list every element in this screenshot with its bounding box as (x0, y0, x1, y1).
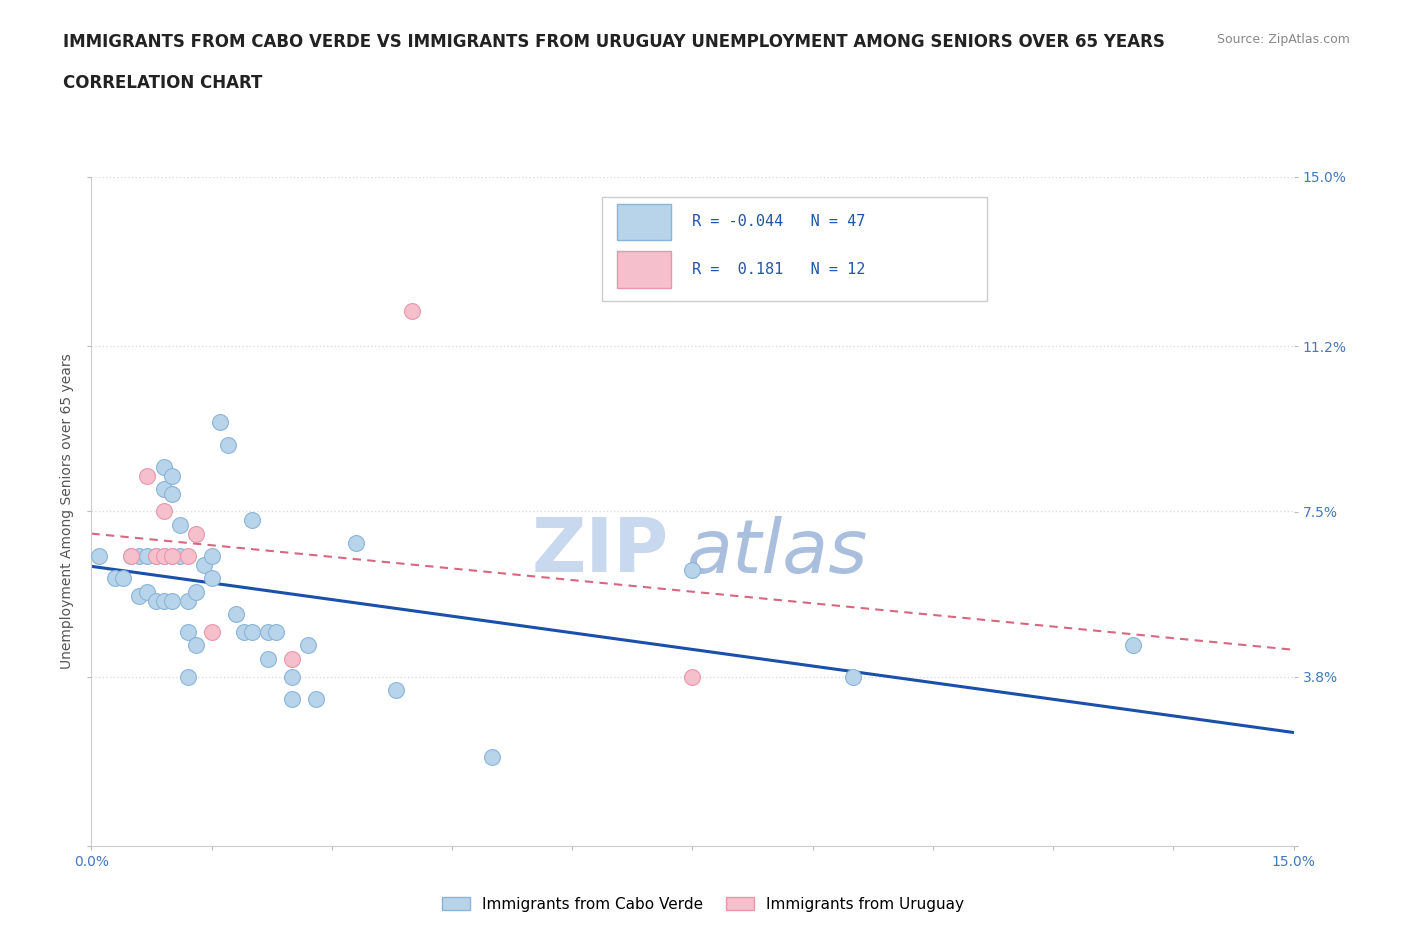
Point (152, 459, 174, 474)
Y-axis label: Unemployment Among Seniors over 65 years: Unemployment Among Seniors over 65 years (60, 353, 75, 670)
Point (136, 549, 159, 564)
Point (136, 469, 159, 484)
Text: Source: ZipAtlas.com: Source: ZipAtlas.com (1216, 33, 1350, 46)
Text: R =  0.181   N = 12: R = 0.181 N = 12 (692, 262, 866, 277)
Point (128, 549, 150, 564)
Legend: Immigrants from Cabo Verde, Immigrants from Uruguay: Immigrants from Cabo Verde, Immigrants f… (436, 890, 970, 918)
Point (184, 638, 207, 653)
Point (184, 526, 207, 541)
Point (385, 683, 408, 698)
Point (208, 415, 231, 430)
Point (176, 625, 198, 640)
Point (89, 549, 111, 564)
Point (152, 549, 174, 564)
Point (305, 692, 328, 707)
Point (281, 651, 304, 666)
Point (201, 625, 224, 640)
Point (112, 571, 135, 586)
Point (240, 625, 263, 640)
Point (681, 562, 703, 577)
Point (160, 486, 183, 501)
FancyBboxPatch shape (617, 251, 671, 288)
Point (121, 549, 143, 564)
Point (160, 549, 183, 564)
Text: atlas: atlas (686, 515, 868, 588)
Point (681, 670, 703, 684)
Point (281, 670, 304, 684)
Point (176, 670, 198, 684)
Point (184, 584, 207, 599)
Point (152, 549, 174, 564)
Point (256, 625, 278, 640)
Text: IMMIGRANTS FROM CABO VERDE VS IMMIGRANTS FROM URUGUAY UNEMPLOYMENT AMONG SENIORS: IMMIGRANTS FROM CABO VERDE VS IMMIGRANTS… (63, 33, 1166, 50)
Point (264, 625, 287, 640)
Text: R = -0.044   N = 47: R = -0.044 N = 47 (692, 215, 866, 230)
Point (256, 651, 278, 666)
Point (145, 549, 167, 564)
Point (160, 549, 183, 564)
Text: CORRELATION CHART: CORRELATION CHART (63, 74, 263, 92)
Point (193, 558, 215, 573)
Point (160, 593, 183, 608)
Point (481, 750, 503, 764)
Point (217, 437, 239, 452)
Point (344, 536, 367, 551)
Point (104, 571, 127, 586)
FancyBboxPatch shape (602, 197, 987, 300)
FancyBboxPatch shape (617, 204, 671, 240)
Point (145, 593, 167, 608)
Point (176, 549, 198, 564)
Point (128, 589, 150, 604)
Point (152, 593, 174, 608)
Point (169, 549, 191, 564)
Point (160, 469, 183, 484)
Point (281, 692, 304, 707)
Point (121, 549, 143, 564)
Point (297, 638, 319, 653)
Point (232, 625, 254, 640)
Point (145, 549, 167, 564)
Point (152, 482, 174, 497)
Point (169, 517, 191, 532)
Point (240, 513, 263, 528)
Point (841, 670, 863, 684)
Point (225, 606, 247, 621)
Point (152, 504, 174, 519)
Point (401, 303, 423, 318)
Text: ZIP: ZIP (531, 515, 668, 588)
Point (201, 571, 224, 586)
Point (201, 549, 224, 564)
Point (1122, 638, 1144, 653)
Point (136, 584, 159, 599)
Point (176, 593, 198, 608)
